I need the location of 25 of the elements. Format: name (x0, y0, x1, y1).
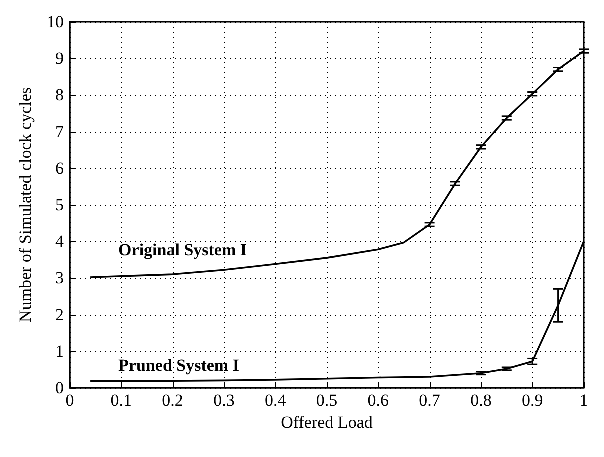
y-tick-label: 3 (56, 268, 64, 288)
x-tick-label: 0.1 (110, 391, 132, 410)
x-tick-label: 1 (580, 391, 588, 410)
x-tick-label: 0.6 (368, 391, 390, 410)
y-tick-label: 4 (56, 232, 64, 252)
y-tick-label: 5 (56, 196, 64, 214)
series-label: Pruned System I (118, 356, 240, 375)
y-axis-title: Number of Simulated clock cycles (16, 87, 35, 323)
x-tick-label: 0.2 (162, 391, 184, 410)
x-tick-label: 0.7 (419, 391, 441, 410)
y-tick-label: 6 (56, 158, 64, 178)
x-tick-label: 0.9 (522, 391, 544, 410)
x-tick-label: 0.5 (316, 391, 338, 410)
y-tick-label: 2 (56, 305, 64, 324)
x-tick-label: 0.4 (264, 391, 287, 410)
x-tick-label: 0.8 (470, 391, 492, 410)
series-label: Original System I (118, 240, 248, 260)
x-tick-label: 0.3 (214, 391, 235, 410)
y-tick-label: 9 (56, 49, 64, 68)
y-tick-label: 1 (56, 342, 64, 361)
y-tick-label: 10 (47, 12, 64, 32)
y-tick-label: 0 (56, 378, 64, 398)
y-tick-label: 7 (56, 122, 64, 142)
y-tick-label: 8 (56, 86, 64, 105)
x-axis-title: Offered Load (281, 412, 374, 432)
